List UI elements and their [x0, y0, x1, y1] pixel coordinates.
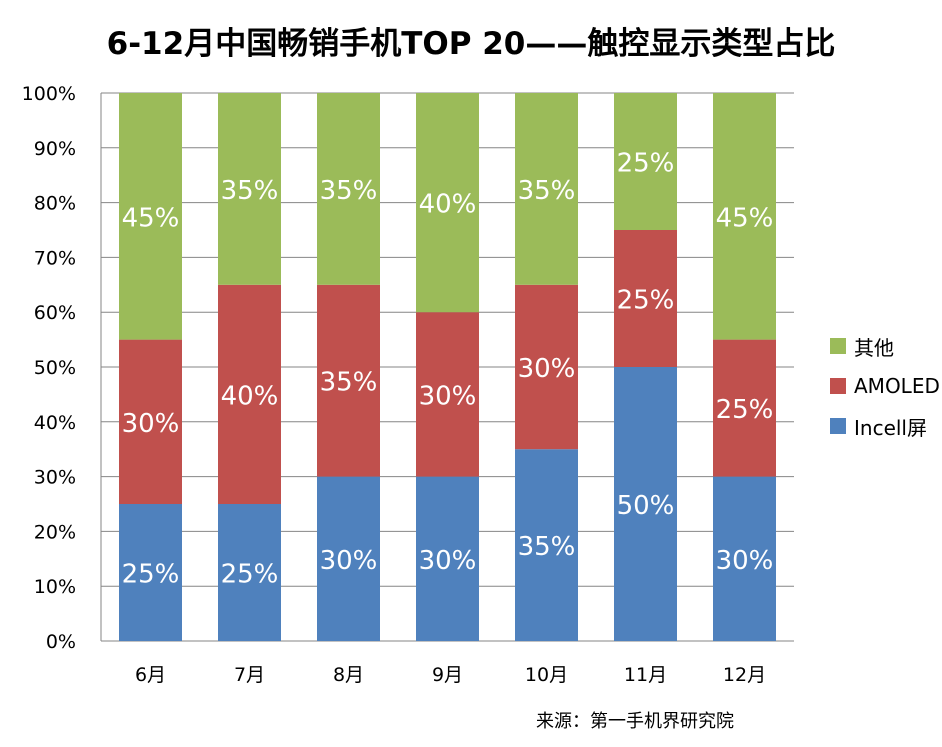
x-tick-label: 10月 — [525, 664, 568, 686]
data-label: 35% — [320, 176, 378, 206]
bar-segment-incell — [119, 504, 182, 641]
legend-swatch-other — [830, 338, 846, 354]
data-label: 45% — [122, 203, 180, 233]
y-tick-label: 0% — [46, 631, 76, 653]
x-tick-label: 6月 — [135, 664, 166, 686]
data-label: 25% — [122, 560, 180, 590]
bar-segment-other — [416, 93, 479, 313]
y-tick-label: 70% — [34, 247, 76, 269]
legend-swatch-amoled — [830, 378, 846, 394]
bar-segment-incell — [317, 476, 380, 641]
data-label: 25% — [716, 395, 774, 425]
data-label: 30% — [122, 409, 180, 439]
data-label: 35% — [518, 176, 576, 206]
y-tick-label: 60% — [34, 302, 76, 324]
bar-segment-amoled — [515, 284, 578, 450]
bar-segment-other — [713, 93, 776, 340]
x-tick-label: 9月 — [432, 664, 463, 686]
y-tick-label: 30% — [34, 467, 76, 489]
y-tick-label: 90% — [34, 138, 76, 160]
data-label: 30% — [716, 546, 774, 576]
bar-segment-amoled — [416, 312, 479, 477]
bar-segment-amoled — [218, 284, 281, 504]
bar-segment-incell — [614, 367, 677, 641]
x-tick-label: 12月 — [723, 664, 766, 686]
data-label: 30% — [320, 546, 378, 576]
y-tick-label: 10% — [34, 576, 76, 598]
y-tick-label: 20% — [34, 521, 76, 543]
bar-segment-incell — [218, 504, 281, 641]
bar-segment-incell — [515, 449, 578, 641]
x-tick-label: 8月 — [333, 664, 364, 686]
legend-swatch-incell — [830, 418, 846, 434]
bar-segment-amoled — [614, 230, 677, 367]
data-label: 30% — [419, 381, 477, 411]
legend-label-amoled: AMOLED — [854, 374, 940, 398]
data-label: 45% — [716, 203, 774, 233]
x-tick-label: 11月 — [624, 664, 667, 686]
y-tick-label: 40% — [34, 412, 76, 434]
data-label: 40% — [419, 190, 477, 220]
data-label: 50% — [617, 491, 675, 521]
legend-item-amoled: AMOLED — [830, 366, 940, 406]
bar-segment-other — [218, 93, 281, 285]
data-label: 35% — [518, 532, 576, 562]
bar-segment-other — [614, 93, 677, 230]
source-note: 来源：第一手机界研究院 — [536, 711, 734, 732]
y-tick-label: 100% — [22, 83, 76, 105]
data-label: 25% — [617, 286, 675, 316]
bar-segment-other — [515, 93, 578, 285]
bar-segment-incell — [416, 476, 479, 641]
data-label: 40% — [221, 381, 279, 411]
bar-segment-other — [317, 93, 380, 285]
y-tick-label: 50% — [34, 357, 76, 379]
data-label: 30% — [518, 354, 576, 384]
data-label: 30% — [419, 546, 477, 576]
chart-title: 6-12月中国畅销手机TOP 20——触控显示类型占比 — [106, 26, 836, 62]
data-label: 25% — [617, 149, 675, 179]
data-label: 35% — [221, 176, 279, 206]
bar-segment-amoled — [713, 339, 776, 477]
bar-segment-other — [119, 93, 182, 340]
data-label: 35% — [320, 368, 378, 398]
x-tick-label: 7月 — [234, 664, 265, 686]
legend-item-incell: Incell屏 — [830, 406, 940, 446]
data-label: 25% — [221, 560, 279, 590]
legend-label-other: 其他 — [854, 335, 894, 360]
chart-legend: 其他 AMOLED Incell屏 — [830, 326, 940, 446]
y-tick-label: 80% — [34, 193, 76, 215]
legend-item-other: 其他 — [830, 326, 940, 366]
bar-segment-amoled — [119, 339, 182, 504]
bar-segment-incell — [713, 476, 776, 641]
legend-label-incell: Incell屏 — [854, 415, 927, 440]
bar-segment-amoled — [317, 284, 380, 477]
